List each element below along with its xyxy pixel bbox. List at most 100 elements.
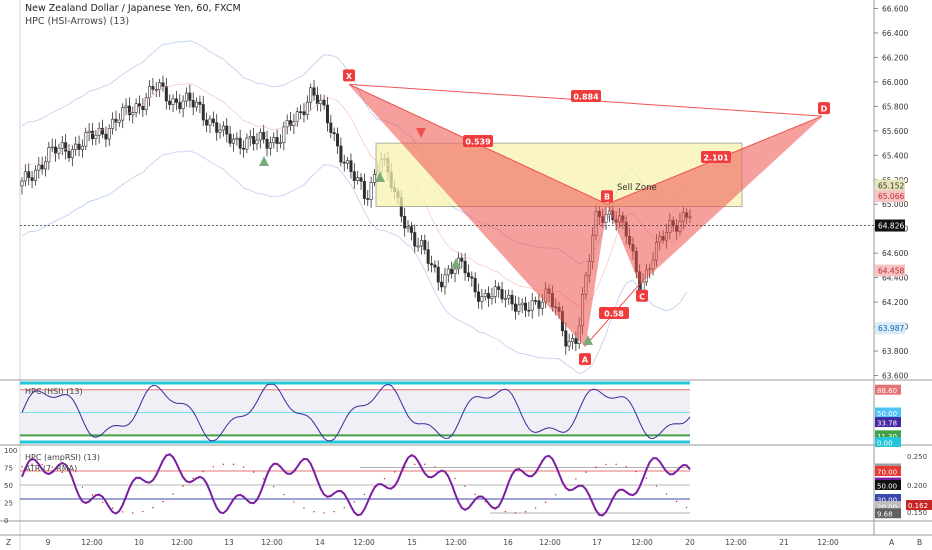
candle-body	[295, 111, 299, 122]
candle-body	[127, 105, 131, 116]
candle-body	[500, 289, 504, 300]
candle-body	[104, 133, 108, 140]
atr-dot	[484, 501, 486, 503]
x-tick-label: 15	[407, 538, 417, 547]
candle-body	[530, 300, 534, 311]
atr-dot	[555, 494, 557, 496]
candle-body	[265, 138, 269, 149]
candle-body	[195, 101, 199, 108]
x-tick-label: 10	[134, 538, 144, 547]
candle-body	[503, 298, 507, 300]
atr-dot	[403, 466, 406, 468]
amp-left-tick: 25	[4, 500, 13, 508]
x-tick-label: 12:00	[817, 538, 839, 547]
candle-body	[252, 136, 256, 145]
ratio-label-bg	[571, 90, 601, 102]
candle-body	[174, 98, 178, 103]
candle-body	[534, 300, 538, 302]
candle-body	[94, 134, 98, 140]
atr-dot	[21, 465, 23, 468]
candle-body	[409, 226, 413, 233]
hsi-tag-bg	[875, 407, 901, 418]
candle-body	[359, 177, 363, 182]
atr-dot	[182, 485, 184, 487]
candle-body	[312, 87, 316, 96]
hsi-tag: 0.00	[877, 440, 893, 448]
x-tick-label: 12:00	[81, 538, 103, 547]
footer-a: A	[889, 538, 895, 547]
bcd-triangle	[606, 115, 823, 285]
atr-dot	[232, 463, 235, 466]
atr-dot	[373, 485, 376, 488]
candle-body	[168, 100, 172, 105]
candle-body	[37, 164, 41, 171]
candle-body	[84, 132, 88, 147]
atr-dot	[313, 511, 315, 513]
candle-body	[33, 169, 37, 181]
atr-dot	[565, 486, 567, 488]
footer-z: Z	[6, 538, 11, 547]
candle-body	[70, 149, 74, 159]
price-tag-bg	[875, 190, 905, 203]
candle-body	[231, 138, 235, 144]
atr-dot	[323, 512, 325, 514]
candle-body	[211, 118, 215, 123]
atr-dot	[544, 501, 547, 503]
candle-body	[372, 174, 376, 183]
candle-body	[346, 160, 350, 164]
atr-dot	[595, 466, 597, 468]
lower-band	[21, 150, 687, 375]
candle-body	[574, 338, 578, 344]
candle-body	[154, 88, 158, 91]
candle-body	[258, 132, 262, 141]
candle-body	[540, 301, 544, 309]
candle-body	[406, 226, 410, 229]
ratio-label: 0.58	[604, 310, 624, 319]
point-b-label: B	[604, 193, 610, 202]
atr-dot	[575, 478, 577, 480]
candle-body	[473, 277, 477, 293]
price-tag: 64.458	[878, 267, 904, 276]
candle-body	[305, 101, 309, 115]
amp-line	[21, 453, 691, 517]
point-d-label-bg	[818, 102, 830, 115]
atr-dot	[222, 463, 225, 465]
candle-body	[366, 198, 370, 200]
y-tick-label: 64.200	[882, 298, 908, 307]
price-tag-bg	[875, 322, 905, 335]
candle-body	[221, 125, 225, 131]
buy-arrow-icon	[375, 172, 385, 182]
atr-dot	[393, 471, 396, 473]
candle-body	[450, 268, 454, 274]
candle-body	[352, 171, 356, 181]
atr-tick: 0.250	[907, 453, 927, 461]
ratio-label: 0.539	[465, 138, 491, 147]
candle-body	[43, 161, 47, 170]
x-tick-label: 12:00	[353, 538, 375, 547]
amp-left-tick: 50	[4, 482, 13, 490]
candle-body	[47, 147, 51, 163]
amp-tag-bg	[875, 494, 901, 504]
atr-dot	[414, 463, 416, 466]
y-tick-label: 64.400	[882, 274, 908, 283]
candle-body	[517, 304, 521, 312]
candle-body	[275, 137, 279, 144]
candle-body	[184, 92, 188, 102]
x-tick-label: 9	[46, 538, 51, 547]
atr-dot	[212, 466, 215, 468]
atr-dot	[625, 466, 627, 468]
atr-dot	[333, 510, 335, 513]
atr-dot	[534, 507, 537, 509]
candle-body	[124, 105, 128, 108]
point-a-label-bg	[579, 353, 591, 366]
candle-body	[60, 142, 64, 149]
candle-body	[463, 260, 467, 274]
candle-body	[433, 264, 437, 268]
candle-body	[181, 100, 185, 110]
candle-body	[144, 97, 148, 111]
candle-body	[446, 268, 450, 276]
candle-body	[50, 146, 54, 149]
candle-body	[513, 303, 517, 312]
atr-dot	[645, 477, 648, 479]
